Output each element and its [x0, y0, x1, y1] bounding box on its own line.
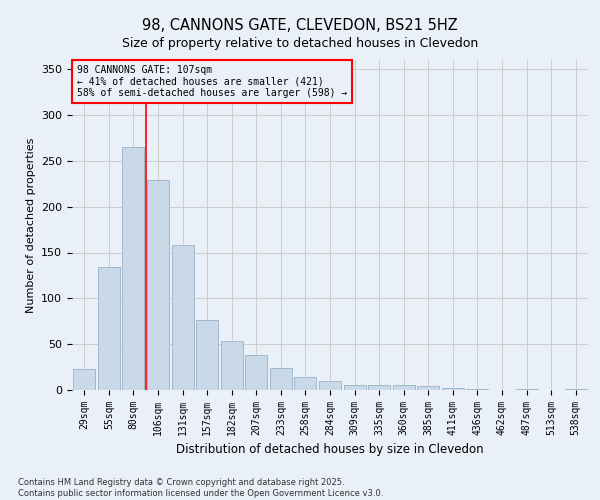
Bar — [73, 369, 95, 390]
Bar — [196, 320, 218, 390]
X-axis label: Distribution of detached houses by size in Clevedon: Distribution of detached houses by size … — [176, 444, 484, 456]
Bar — [172, 245, 194, 390]
Bar — [565, 389, 587, 390]
Bar — [515, 389, 538, 390]
Y-axis label: Number of detached properties: Number of detached properties — [26, 138, 35, 312]
Bar — [295, 377, 316, 390]
Text: 98 CANNONS GATE: 107sqm
← 41% of detached houses are smaller (421)
58% of semi-d: 98 CANNONS GATE: 107sqm ← 41% of detache… — [77, 65, 347, 98]
Bar — [344, 384, 365, 390]
Bar — [98, 267, 120, 390]
Bar — [319, 381, 341, 390]
Text: Contains HM Land Registry data © Crown copyright and database right 2025.
Contai: Contains HM Land Registry data © Crown c… — [18, 478, 383, 498]
Bar — [417, 386, 439, 390]
Bar — [245, 355, 268, 390]
Bar — [270, 368, 292, 390]
Bar — [221, 340, 243, 390]
Text: Size of property relative to detached houses in Clevedon: Size of property relative to detached ho… — [122, 38, 478, 51]
Bar — [442, 388, 464, 390]
Bar — [147, 180, 169, 390]
Bar — [368, 386, 390, 390]
Bar — [466, 389, 488, 390]
Bar — [392, 386, 415, 390]
Text: 98, CANNONS GATE, CLEVEDON, BS21 5HZ: 98, CANNONS GATE, CLEVEDON, BS21 5HZ — [142, 18, 458, 32]
Bar — [122, 147, 145, 390]
